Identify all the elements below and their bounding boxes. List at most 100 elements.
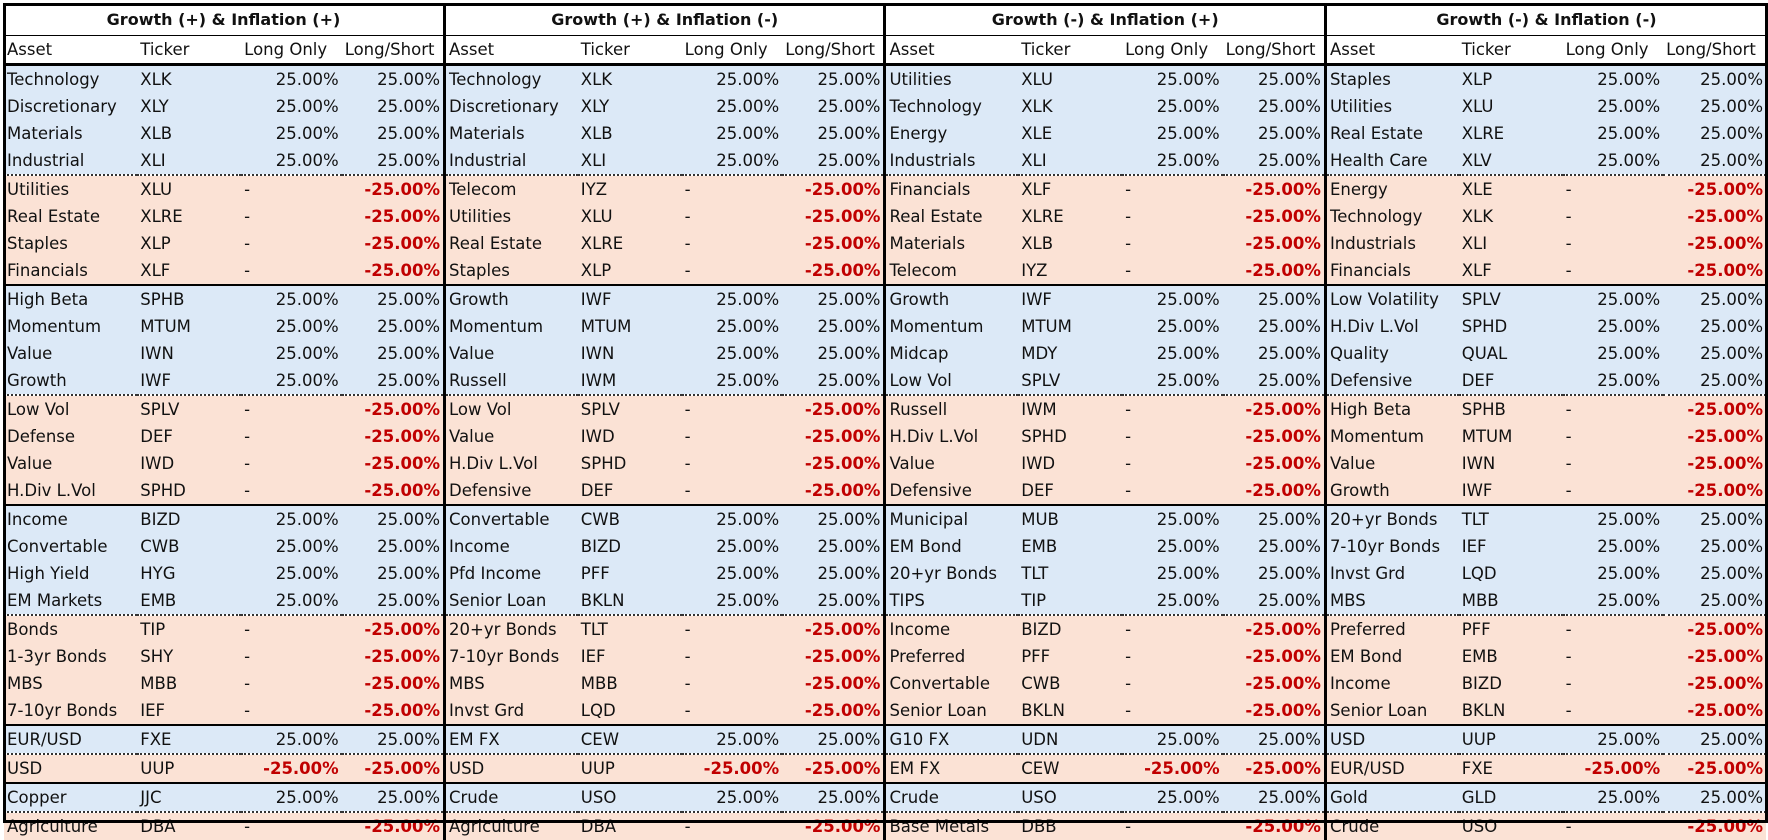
long-only-cell: - <box>681 643 783 670</box>
asset-cell: USD <box>1323 724 1459 754</box>
long-only-cell: - <box>681 697 783 725</box>
ticker-cell: PFF <box>577 560 682 587</box>
long-only-cell: 25.00% <box>1562 724 1664 754</box>
asset-cell: Momentum <box>442 313 578 340</box>
long-only-cell: 25.00% <box>1562 120 1664 147</box>
long-short-cell: -25.00% <box>782 753 885 783</box>
long-only-cell: 25.00% <box>241 367 342 395</box>
ticker-cell: SPHD <box>137 477 242 505</box>
long-short-cell: 25.00% <box>341 367 445 395</box>
asset-cell: Energy <box>1323 174 1459 203</box>
long-short-cell: -25.00% <box>782 174 885 203</box>
asset-cell: EM FX <box>883 753 1019 783</box>
ticker-cell: TIP <box>137 614 242 643</box>
long-short-cell: -25.00% <box>782 423 885 450</box>
asset-cell: Base Metals <box>883 811 1019 840</box>
ticker-cell: XLK <box>1018 93 1123 120</box>
long-only-cell: 25.00% <box>1122 367 1223 395</box>
long-short-cell: 25.00% <box>1663 313 1766 340</box>
long-only-cell: - <box>1122 643 1223 670</box>
long-only-cell: - <box>241 450 342 477</box>
ticker-cell: IEF <box>577 643 682 670</box>
panel-title-row: Growth (+) & Inflation (+) Growth (+) & … <box>4 4 1766 36</box>
asset-cell: Financials <box>1323 257 1459 285</box>
long-only-header: Long Only <box>681 35 783 66</box>
asset-cell: Utilities <box>442 203 578 230</box>
asset-cell: Invst Grd <box>442 697 578 725</box>
long-short-cell: 25.00% <box>1222 560 1326 587</box>
ticker-cell: BIZD <box>577 533 682 560</box>
long-short-cell: 25.00% <box>1222 533 1326 560</box>
long-short-cell: -25.00% <box>1663 811 1766 840</box>
long-short-cell: -25.00% <box>782 614 885 643</box>
asset-cell: G10 FX <box>883 724 1019 754</box>
long-short-cell: -25.00% <box>341 614 445 643</box>
ticker-cell: SPLV <box>577 394 682 423</box>
long-short-cell: 25.00% <box>1222 64 1326 93</box>
asset-cell: Copper <box>4 782 138 812</box>
long-only-cell: - <box>1122 614 1223 643</box>
ticker-cell: GLD <box>1458 782 1563 812</box>
long-short-cell: -25.00% <box>1222 753 1326 783</box>
ticker-cell: DBB <box>1018 811 1123 840</box>
ticker-cell: MTUM <box>137 313 242 340</box>
asset-cell: USD <box>4 753 138 783</box>
long-only-cell: - <box>1122 697 1223 725</box>
ticker-cell: XLF <box>137 257 242 285</box>
long-only-cell: 25.00% <box>1562 587 1664 615</box>
long-only-cell: 25.00% <box>1562 64 1664 93</box>
table-row: Momentum MTUM 25.00% 25.00% Momentum MTUM 25.0… <box>4 313 1766 340</box>
long-short-cell: -25.00% <box>782 670 885 697</box>
table-row: Growth IWF 25.00% 25.00% Russell IWM 25.00% 25.… <box>4 367 1766 395</box>
long-only-cell: - <box>681 394 783 423</box>
ticker-cell: XLI <box>137 147 242 175</box>
long-only-cell: - <box>1562 614 1664 643</box>
asset-cell: Agriculture <box>442 811 578 840</box>
long-only-cell: - <box>681 174 783 203</box>
asset-cell: Crude <box>442 782 578 812</box>
ticker-cell: XLRE <box>577 230 682 257</box>
ticker-cell: XLP <box>137 230 242 257</box>
long-short-cell: -25.00% <box>782 230 885 257</box>
long-only-header: Long Only <box>241 35 342 66</box>
asset-cell: Growth <box>883 284 1019 313</box>
long-only-cell: - <box>1562 670 1664 697</box>
long-short-cell: 25.00% <box>1663 147 1766 175</box>
table-row: Value IWD - -25.00% H.Div L.Vol SPHD - -25.00% V… <box>4 450 1766 477</box>
long-short-cell: 25.00% <box>782 340 885 367</box>
asset-cell: Invst Grd <box>1323 560 1459 587</box>
asset-cell: 20+yr Bonds <box>1323 504 1459 533</box>
panel-title: Growth (+) & Inflation (-) <box>442 4 885 36</box>
long-only-cell: 25.00% <box>241 64 342 93</box>
table-row: High Beta SPHB 25.00% 25.00% Growth IWF 25.00%… <box>4 284 1766 313</box>
asset-cell: Quality <box>1323 340 1459 367</box>
long-short-cell: -25.00% <box>1222 257 1326 285</box>
long-only-cell: 25.00% <box>241 724 342 754</box>
ticker-cell: XLU <box>137 174 242 203</box>
ticker-cell: XLRE <box>1458 120 1563 147</box>
long-only-cell: 25.00% <box>1122 587 1223 615</box>
asset-cell: 7-10yr Bonds <box>442 643 578 670</box>
ticker-cell: FXE <box>137 724 242 754</box>
ticker-cell: XLI <box>577 147 682 175</box>
long-short-cell: 25.00% <box>1222 147 1326 175</box>
asset-cell: Income <box>442 533 578 560</box>
long-only-cell: 25.00% <box>1562 560 1664 587</box>
long-only-cell: - <box>681 230 783 257</box>
table-row: Bonds TIP - -25.00% 20+yr Bonds TLT - -25.00% In… <box>4 614 1766 643</box>
long-only-cell: - <box>241 423 342 450</box>
long-short-cell: 25.00% <box>341 64 445 93</box>
asset-cell: Senior Loan <box>1323 697 1459 725</box>
asset-cell: Agriculture <box>4 811 138 840</box>
long-short-cell: -25.00% <box>782 477 885 505</box>
asset-cell: Value <box>4 340 138 367</box>
ticker-cell: TLT <box>577 614 682 643</box>
long-short-cell: 25.00% <box>1222 504 1326 533</box>
ticker-cell: BKLN <box>1458 697 1563 725</box>
long-short-cell: -25.00% <box>1663 394 1766 423</box>
asset-cell: MBS <box>1323 587 1459 615</box>
ticker-cell: LQD <box>577 697 682 725</box>
ticker-cell: LQD <box>1458 560 1563 587</box>
ticker-cell: UUP <box>137 753 242 783</box>
asset-cell: EM Bond <box>883 533 1019 560</box>
